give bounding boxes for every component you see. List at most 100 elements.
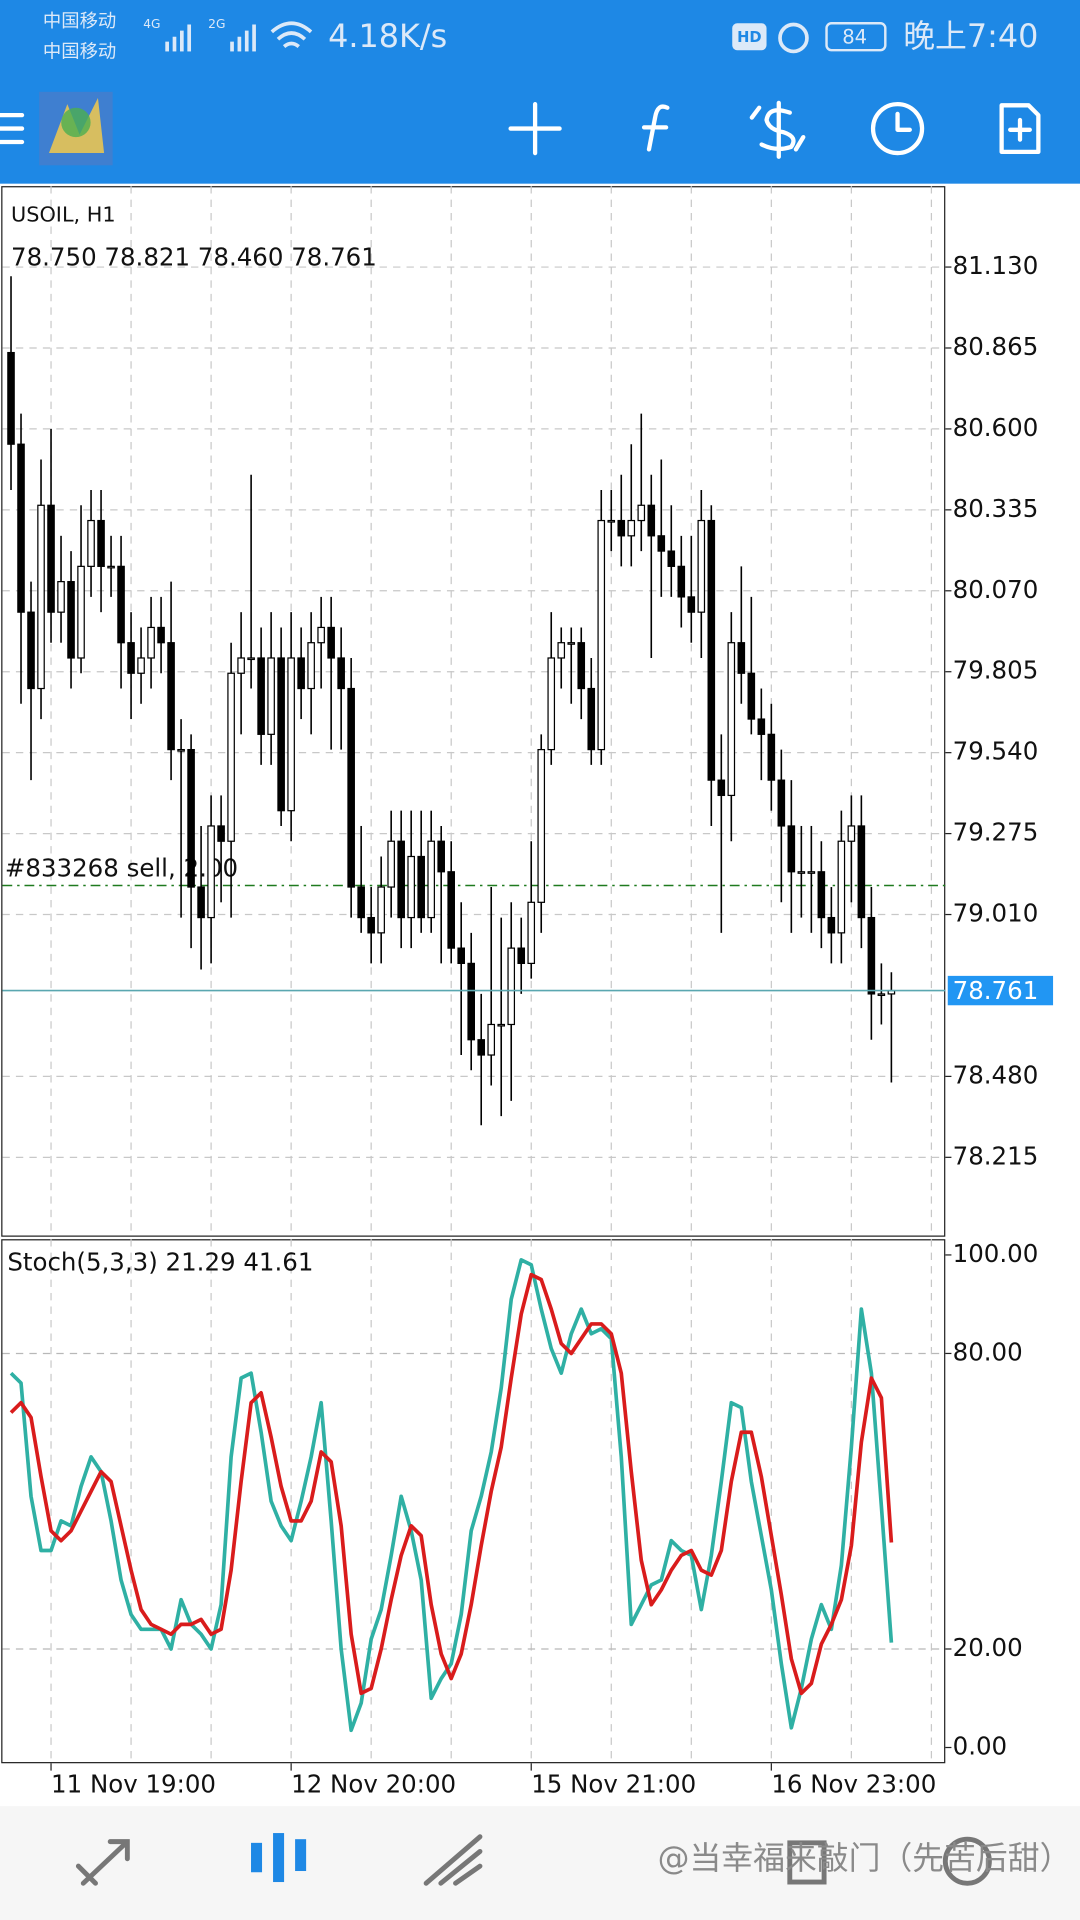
y-tick-label: 78.480 [953, 1060, 1039, 1089]
candle-body [397, 840, 405, 919]
candle-body [417, 855, 425, 919]
battery-level: 84 [842, 25, 867, 48]
candle-body [197, 886, 205, 919]
y-tick-label: 81.130 [953, 251, 1039, 280]
x-tick-label: 16 Nov 23:00 [771, 1769, 936, 1798]
candle-body [217, 825, 225, 842]
candle-body [107, 565, 115, 569]
ohlc-readout: 78.750 78.821 78.460 78.761 [11, 242, 377, 271]
y-tick-label: 78.215 [953, 1141, 1039, 1170]
timeframe-button[interactable] [870, 101, 925, 156]
candle-body [837, 840, 846, 934]
candle-body [587, 687, 596, 751]
candle-body [367, 916, 375, 934]
carrier: 中国移动 [43, 11, 116, 32]
candle-body [177, 748, 185, 752]
crosshair-button[interactable] [508, 101, 562, 156]
candle-body [607, 519, 616, 523]
candle-body [377, 886, 385, 934]
candle-body [77, 565, 85, 659]
indicator-title: Stoch(5,3,3) 21.29 41.61 [7, 1248, 313, 1277]
candle-body [677, 565, 686, 598]
carrier: 中国移动 [43, 42, 116, 63]
candle-body [847, 825, 856, 842]
candle-body [117, 565, 125, 644]
candle-body [287, 657, 295, 812]
candle-body [437, 840, 445, 873]
candle-body [727, 642, 736, 797]
stoch-line [9, 1272, 894, 1696]
bottom-nav [0, 1806, 1080, 1920]
candle-body [247, 657, 255, 661]
objects-button[interactable] [999, 103, 1041, 154]
watermark: @当幸福来敲门（先苦后甜） [658, 1839, 1072, 1877]
candle-body [487, 1023, 496, 1056]
candle-body [797, 871, 806, 874]
nav-trade[interactable] [423, 1834, 483, 1886]
candle-body [707, 519, 716, 781]
candle-body [777, 779, 786, 827]
candle-body [27, 611, 35, 690]
y-tick-label: 80.335 [953, 494, 1039, 523]
candle-body [577, 642, 586, 690]
candle-body [817, 871, 826, 919]
x-tick-label: 15 Nov 21:00 [531, 1769, 696, 1798]
candle-body [97, 519, 105, 567]
y-tick-label: 20.00 [953, 1633, 1023, 1662]
candle-body [297, 657, 305, 690]
candle-body [857, 825, 866, 919]
candle-body [687, 596, 696, 613]
hd-text: HD [737, 29, 761, 46]
candle-body [137, 657, 145, 674]
candle-body [347, 687, 355, 888]
y-tick-label: 0.00 [953, 1732, 1007, 1761]
y-tick-label: 79.275 [953, 818, 1039, 847]
y-tick-label: 100.00 [953, 1239, 1039, 1268]
nav-history[interactable] [787, 1840, 827, 1885]
y-tick-label: 80.865 [953, 332, 1039, 361]
menu-button[interactable] [0, 112, 25, 145]
alarm-icon [778, 22, 809, 54]
candle-body [327, 626, 335, 659]
candle-body [867, 916, 876, 995]
candle-body [257, 657, 265, 735]
candle-body [157, 626, 165, 644]
y-tick-label: 80.00 [953, 1337, 1023, 1366]
symbol-title: USOIL, H1 [11, 203, 116, 227]
candle-body [517, 947, 526, 965]
candle-body [237, 657, 245, 674]
candle-body [597, 519, 606, 751]
candle-body [267, 657, 275, 735]
y-tick-label: 80.070 [953, 575, 1039, 604]
nav-quotes[interactable] [75, 1839, 130, 1886]
candle-body [697, 519, 706, 613]
trade-button[interactable] [749, 100, 806, 159]
candle-body [767, 733, 776, 781]
current-price-label: 78.761 [953, 976, 1039, 1005]
candle-body [567, 642, 576, 645]
y-tick-label: 79.010 [953, 899, 1039, 928]
candle-body [87, 519, 95, 567]
net-speed: 4.18K/s [328, 17, 447, 55]
candle-body [307, 642, 315, 690]
nav-messages[interactable] [942, 1836, 992, 1886]
candle-body [657, 535, 666, 552]
network: 2G [208, 17, 225, 31]
candle-body [557, 642, 566, 659]
candle-body [207, 825, 215, 919]
signal-icons [165, 21, 313, 52]
network: 4G [143, 17, 160, 31]
nav-chart[interactable] [251, 1833, 307, 1883]
y-tick-label: 79.540 [953, 737, 1039, 766]
candle-body [807, 871, 816, 874]
indicators-button[interactable] [641, 104, 670, 152]
candle-body [637, 504, 646, 522]
candle-body [547, 657, 556, 751]
battery-icon [825, 22, 887, 52]
hd-badge [732, 23, 767, 51]
candle-body [57, 581, 65, 613]
y-tick-label: 79.805 [953, 656, 1039, 685]
price-pane [1, 186, 946, 1237]
